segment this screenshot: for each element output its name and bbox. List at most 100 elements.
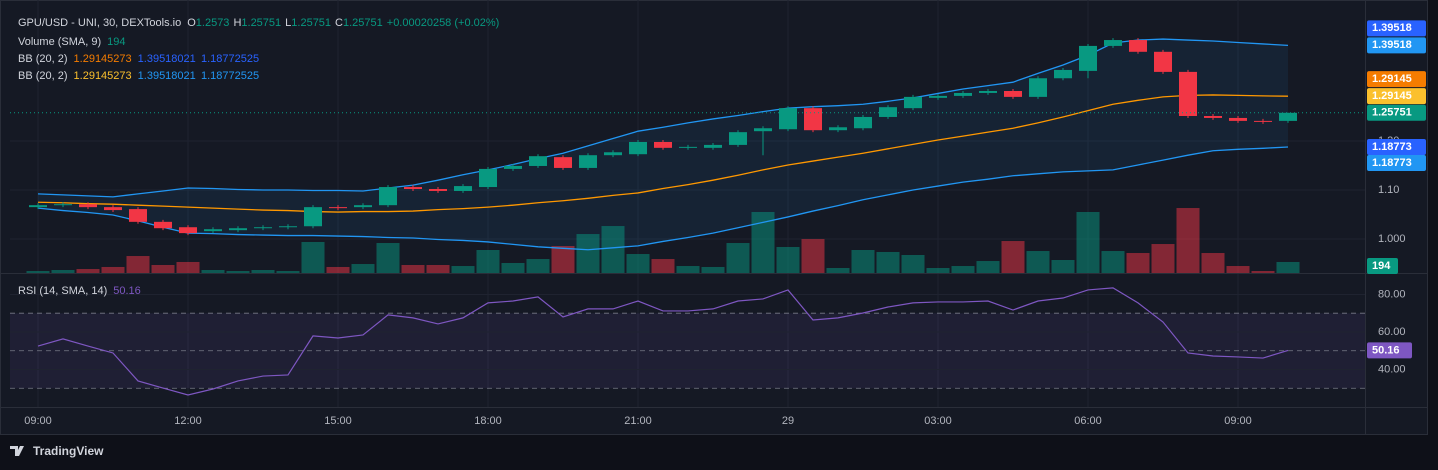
candle-body bbox=[1104, 40, 1122, 46]
volume-bar bbox=[1001, 241, 1025, 273]
candle-body bbox=[679, 146, 697, 148]
volume-bar bbox=[826, 268, 850, 273]
brand-logo bbox=[10, 446, 24, 456]
legend-value: 1.39518021 bbox=[138, 70, 196, 82]
volume-bar bbox=[651, 259, 675, 273]
x-tick-label: 09:00 bbox=[24, 415, 52, 427]
candle-body bbox=[429, 189, 447, 191]
axis-value-box bbox=[1367, 258, 1398, 274]
volume-bar bbox=[851, 249, 875, 273]
volume-bar bbox=[526, 259, 550, 273]
legend-value: 50.16 bbox=[113, 285, 141, 297]
axis-value-box bbox=[1367, 88, 1426, 105]
candle-body bbox=[629, 141, 647, 155]
axis-value-box bbox=[1367, 138, 1426, 155]
axis-value-box bbox=[1367, 20, 1426, 37]
candle-body bbox=[854, 116, 872, 129]
plot-layer bbox=[10, 0, 1365, 407]
volume-bar bbox=[576, 234, 600, 273]
x-tick-label: 06:00 bbox=[1074, 415, 1102, 427]
candle-body bbox=[779, 108, 797, 130]
volume-bar bbox=[251, 269, 275, 273]
volume-bar bbox=[476, 249, 500, 273]
candle-body bbox=[254, 227, 272, 229]
candle-body bbox=[879, 107, 897, 117]
band-line bbox=[37, 146, 1289, 251]
rsi-tick-label: 80.00 bbox=[1378, 288, 1406, 300]
candle-body bbox=[604, 152, 622, 156]
volume-bar bbox=[801, 239, 825, 273]
axis-value-box bbox=[1367, 71, 1426, 88]
x-tick-label: 15:00 bbox=[324, 415, 352, 427]
candle-body bbox=[1254, 120, 1272, 122]
axis-value-label: 194 bbox=[1372, 260, 1391, 272]
candle-body bbox=[1179, 71, 1197, 116]
candle-body bbox=[354, 205, 372, 208]
candle-body bbox=[929, 95, 947, 98]
brand-name: TradingView bbox=[33, 444, 104, 458]
candle-body bbox=[1279, 112, 1297, 121]
volume-bar bbox=[926, 268, 950, 273]
symbol: GPU/USD - UNI, 30, DEXTools.io bbox=[18, 17, 181, 29]
candle-body bbox=[1054, 69, 1072, 79]
candle-body bbox=[104, 207, 122, 211]
axis-value-label: 1.29145 bbox=[1372, 73, 1412, 85]
volume-bar bbox=[1126, 253, 1150, 273]
candle-body bbox=[54, 204, 72, 206]
volume-bar bbox=[1151, 244, 1175, 273]
axis-value-box bbox=[1367, 154, 1426, 171]
candle-body bbox=[904, 96, 922, 109]
volume-bar bbox=[876, 251, 900, 273]
axis-value-label: 1.39518 bbox=[1372, 39, 1412, 51]
bb-legend: BB (20, 2) 1.29145273 1.39518021 1.18772525 bbox=[18, 70, 259, 82]
volume-bar bbox=[601, 226, 625, 273]
legend-value: 1.18772525 bbox=[201, 53, 259, 65]
ohlc-key: C bbox=[335, 17, 343, 29]
candle-body bbox=[1079, 45, 1097, 71]
candle-body bbox=[554, 157, 572, 168]
volume-bar bbox=[1101, 251, 1125, 273]
candle-body bbox=[229, 228, 247, 231]
volume-bar bbox=[76, 269, 100, 273]
candle-body bbox=[79, 204, 97, 208]
ohlc-key: H bbox=[233, 17, 241, 29]
ohlc-value: 1.25751 bbox=[241, 17, 281, 29]
brand: TradingView bbox=[10, 444, 104, 458]
volume-bar bbox=[676, 266, 700, 273]
candle-body bbox=[754, 128, 772, 132]
rsi-legend: RSI (14, SMA, 14) 50.16 bbox=[18, 285, 141, 297]
candle-body bbox=[329, 207, 347, 209]
axis-value-label: 1.18773 bbox=[1372, 157, 1412, 169]
candle-body bbox=[829, 127, 847, 131]
volume-legend: Volume (SMA, 9) 194 bbox=[18, 36, 126, 48]
volume-bar bbox=[376, 243, 400, 273]
candle-body bbox=[979, 91, 997, 93]
bb-legend: BB (20, 2) 1.29145273 1.39518021 1.18772525 bbox=[18, 53, 259, 65]
rsi-tick-label: 60.00 bbox=[1378, 326, 1406, 338]
volume-bar bbox=[626, 254, 650, 273]
ohlc-value: 1.25751 bbox=[291, 17, 331, 29]
volume-bar bbox=[1276, 261, 1300, 273]
candle-body bbox=[654, 141, 672, 148]
volume-bar bbox=[1201, 253, 1225, 273]
legend-value: 1.18772525 bbox=[201, 70, 259, 82]
axis-value-label: 1.25751 bbox=[1372, 107, 1412, 119]
axis-value-label: 1.39518 bbox=[1372, 22, 1412, 34]
candle-body bbox=[479, 168, 497, 188]
volume-bar bbox=[351, 264, 375, 273]
x-tick-label: 12:00 bbox=[174, 415, 202, 427]
candle-body bbox=[729, 132, 747, 145]
volume-bar bbox=[26, 271, 50, 273]
candle-body bbox=[1029, 78, 1047, 97]
volume-bar bbox=[701, 266, 725, 273]
volume-bar bbox=[101, 266, 125, 273]
candle-body bbox=[179, 227, 197, 234]
axis-value-label: 1.18773 bbox=[1372, 141, 1412, 153]
candle-body bbox=[454, 186, 472, 191]
candle-body bbox=[704, 144, 722, 148]
axis-value-label: 1.29145 bbox=[1372, 90, 1412, 102]
volume-bar bbox=[1176, 208, 1200, 273]
x-tick-label: 29 bbox=[782, 415, 794, 427]
change: +0.00020258 (+0.02%) bbox=[387, 17, 500, 29]
